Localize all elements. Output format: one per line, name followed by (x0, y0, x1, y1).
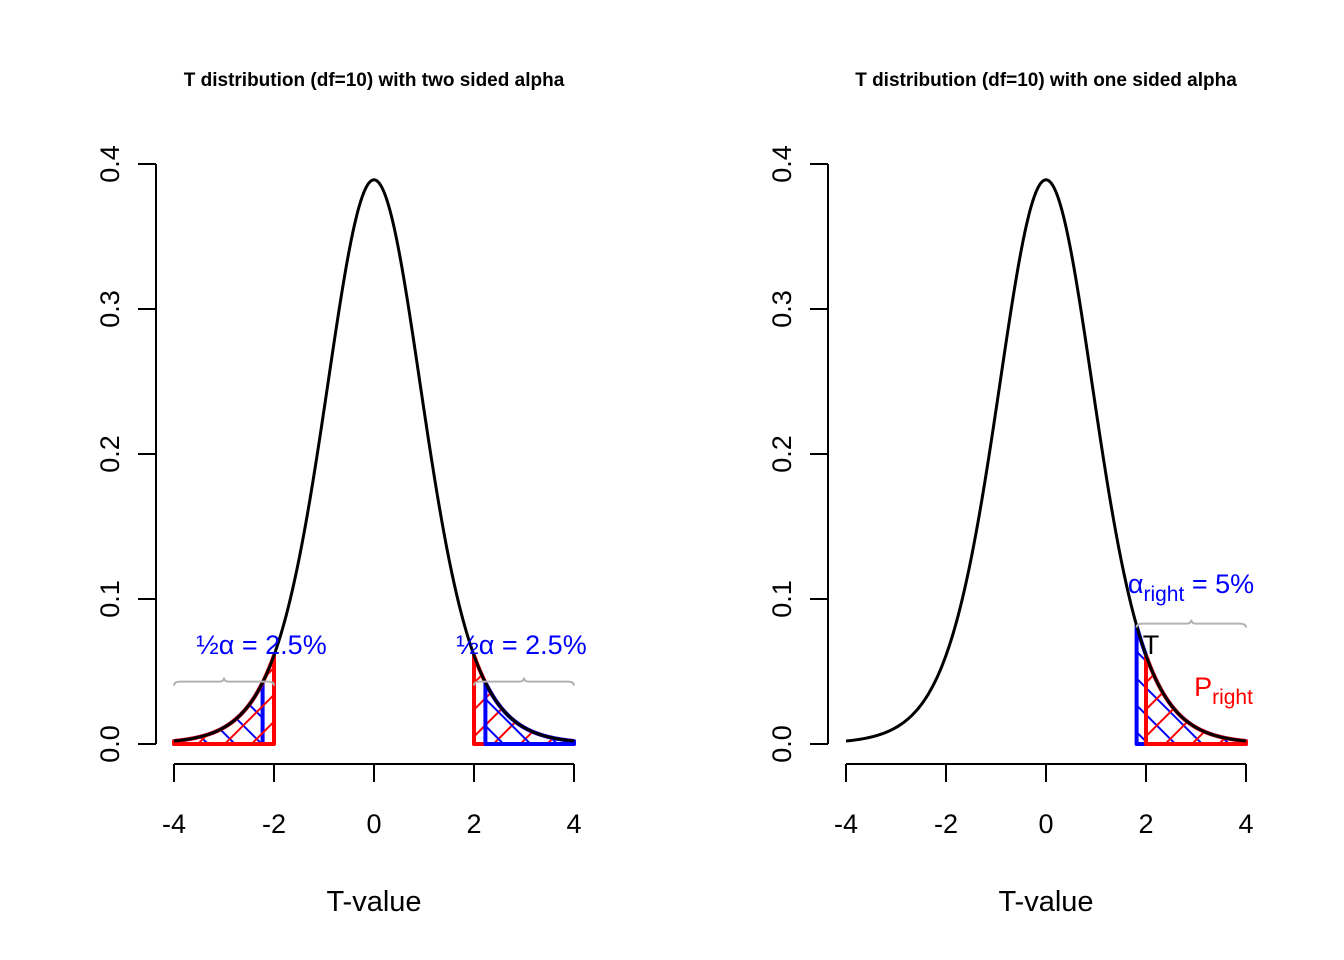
annotation-label: Pright (1194, 672, 1253, 709)
annotation-label: T (1143, 630, 1160, 660)
x-axis: -4 -2 0 2 4 (834, 763, 1254, 839)
density-curve (173, 178, 575, 743)
x-tick-label: -4 (834, 809, 858, 839)
y-tick-label: 0.4 (95, 145, 125, 183)
y-tick-label: 0.2 (767, 435, 797, 473)
x-tick-label: 2 (1138, 809, 1153, 839)
plot-area (172, 178, 576, 746)
y-tick-label: 0.1 (95, 580, 125, 618)
y-axis: 0.0 0.1 0.2 0.3 0.4 (95, 145, 157, 763)
y-tick-label: 0.0 (95, 725, 125, 763)
annotation-label: ½α = 2.5% (196, 630, 326, 660)
x-axis-label: T-value (326, 886, 421, 918)
y-tick-label: 0.4 (767, 145, 797, 183)
y-tick-label: 0.0 (767, 725, 797, 763)
plot-area (845, 178, 1248, 746)
brace (473, 677, 575, 686)
x-tick-label: 2 (466, 809, 481, 839)
x-tick-label: -4 (162, 809, 186, 839)
x-tick-label: 0 (366, 809, 381, 839)
brace (1135, 619, 1247, 628)
density-curve (845, 178, 1247, 743)
tail-region-blue (483, 680, 576, 746)
annotation-label: αright = 5% (1128, 569, 1254, 606)
chart-panel-two-sided: T distribution (df=10) with two sided al… (95, 70, 587, 918)
y-axis: 0.0 0.1 0.2 0.3 0.4 (767, 145, 829, 763)
x-tick-label: -2 (262, 809, 286, 839)
tail-region-red (172, 653, 276, 746)
annotations: αright = 5% T Pright (1128, 569, 1254, 709)
y-tick-label: 0.3 (767, 290, 797, 328)
chart-panel-one-sided: T distribution (df=10) with one sided al… (767, 70, 1254, 918)
y-tick-label: 0.1 (767, 580, 797, 618)
x-tick-label: 4 (1238, 809, 1253, 839)
y-tick-label: 0.3 (95, 290, 125, 328)
chart-title: T distribution (df=10) with two sided al… (184, 70, 565, 91)
x-tick-label: 0 (1038, 809, 1053, 839)
annotation-label: ½α = 2.5% (456, 630, 586, 660)
x-tick-label: 4 (566, 809, 581, 839)
chart-title: T distribution (df=10) with one sided al… (855, 70, 1237, 91)
x-axis: -4 -2 0 2 4 (162, 763, 582, 839)
annotations: ½α = 2.5% ½α = 2.5% (173, 630, 587, 686)
x-tick-label: -2 (934, 809, 958, 839)
x-axis-label: T-value (998, 886, 1093, 918)
y-tick-label: 0.2 (95, 435, 125, 473)
brace (173, 677, 275, 686)
